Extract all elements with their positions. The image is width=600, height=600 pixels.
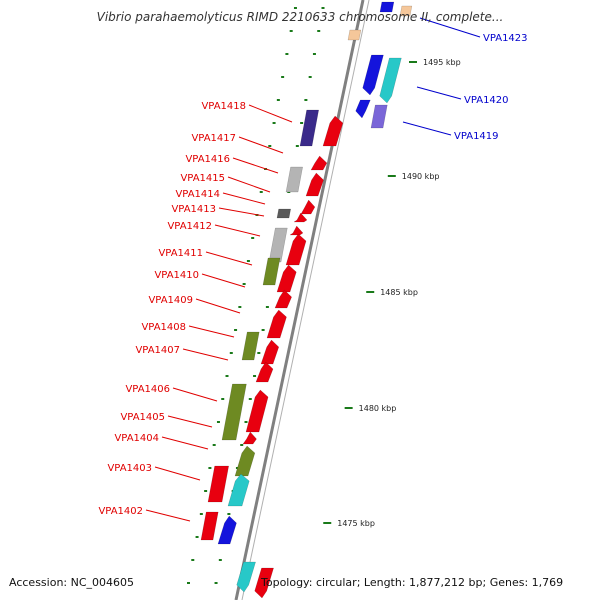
gene-VPA1413[interactable] [276,208,291,219]
gene-VPA1424-b[interactable] [347,29,362,41]
gene-label[interactable]: VPA1407 [135,345,180,356]
gene-label[interactable]: VPA1415 [180,173,225,184]
gene-label[interactable]: VPA1417 [191,133,236,144]
gene-label[interactable]: VPA1409 [148,295,193,306]
gene-VPA1413-b[interactable] [293,212,308,223]
label-leader-line [416,86,462,100]
chromosome-backbone [234,0,365,600]
gene-VPA1403[interactable] [234,445,256,477]
label-leader-line [154,466,201,481]
gene-VPA1406[interactable] [255,361,274,383]
gene-VPA1412[interactable] [289,225,304,236]
gene-label[interactable]: VPA1402 [98,506,143,517]
gene-VPA1416[interactable] [310,155,328,171]
gene-VPA1403-b[interactable] [207,465,229,503]
gene-label[interactable]: VPA1423 [483,33,528,44]
label-leader-line [232,157,279,174]
label-leader-line [214,224,261,237]
label-leader-line [248,104,293,123]
gene-VPA1402-b[interactable] [200,511,219,541]
label-leader-line [238,136,284,154]
gene-VPA1418-b[interactable] [322,115,344,147]
label-leader-line [182,348,229,361]
label-leader-line [402,121,452,136]
label-leader-line [172,387,218,402]
accession-text: Accession: NC_004605 [9,576,135,589]
gene-VPA1411[interactable] [268,227,288,263]
gene-label[interactable]: VPA1408 [141,322,186,333]
kbp-label: 1490 kbp [402,172,440,181]
gene-label[interactable]: VPA1419 [454,131,499,142]
gene-VPA1423[interactable] [379,1,395,13]
gene-VPA1419[interactable] [355,99,371,119]
label-leader-line [188,325,235,338]
gene-label[interactable]: VPA1411 [158,248,203,259]
gene-VPA1407[interactable] [241,331,260,361]
gene-VPA1418[interactable] [299,109,319,147]
gene-label[interactable]: VPA1416 [185,154,230,165]
gene-VPA1420-b[interactable] [379,57,402,104]
label-leader-line [145,509,191,522]
gene-label[interactable]: VPA1404 [114,433,159,444]
gene-VPA1404[interactable] [242,431,257,445]
label-leader-line [205,251,253,266]
gene-VPA1407-b[interactable] [260,339,280,365]
label-leader-line [222,192,266,205]
chromosome-backbone-edge [241,0,370,600]
gene-VPA1410-b[interactable] [276,264,297,293]
gene-label[interactable]: VPA1405 [120,412,165,423]
label-leader-line [201,273,246,288]
kbp-label: 1485 kbp [380,288,418,297]
gene-VPA1401[interactable] [217,515,237,545]
gene-label[interactable]: VPA1410 [154,270,199,281]
gene-VPA1414[interactable] [300,199,316,215]
gene-VPA1415[interactable] [285,166,303,193]
gene-VPA1420[interactable] [362,54,384,96]
label-leader-line [161,436,209,450]
kbp-label: 1475 kbp [337,519,375,528]
gene-VPA1408[interactable] [266,309,287,339]
gene-VPA1419-b[interactable] [370,104,388,129]
label-leader-line [195,298,241,314]
label-leader-line [227,176,271,193]
gene-VPA1411-b[interactable] [285,233,307,266]
gene-label[interactable]: VPA1403 [107,463,152,474]
gene-label[interactable]: VPA1406 [125,384,170,395]
gene-VPA1415-b[interactable] [305,172,324,197]
gene-label[interactable]: VPA1413 [171,204,216,215]
label-leader-line [419,17,481,38]
label-leader-line [167,415,213,428]
label-leader-line [218,207,265,217]
kbp-label: 1495 kbp [423,58,461,67]
gene-label[interactable]: VPA1414 [175,189,220,200]
gene-VPA1409[interactable] [274,289,292,309]
gene-VPA1424[interactable] [254,567,274,599]
topology-text: Topology: circular; Length: 1,877,212 bp… [261,576,564,589]
kbp-label: 1480 kbp [359,404,397,413]
gene-VPA1424-b-top[interactable] [399,5,413,17]
gene-VPA1405-b[interactable] [245,389,269,433]
gene-VPA1402[interactable] [227,473,250,507]
gene-VPA1410[interactable] [262,257,281,286]
gene-label[interactable]: VPA1420 [464,95,509,106]
gene-label[interactable]: VPA1418 [201,101,246,112]
gene-VPA1401-b[interactable] [236,561,256,593]
map-title: Vibrio parahaemolyticus RIMD 2210633 chr… [96,10,504,24]
gene-VPA1405[interactable] [221,383,247,441]
gene-label[interactable]: VPA1412 [167,221,212,232]
